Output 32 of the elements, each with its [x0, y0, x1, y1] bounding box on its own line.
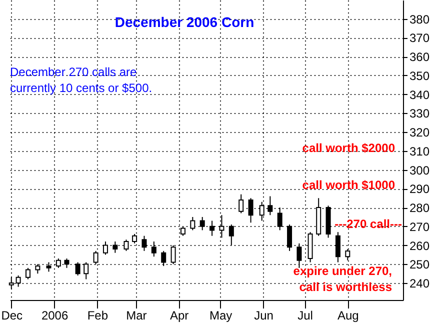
x-tick-label: Dec	[1, 308, 23, 322]
x-tick-label: May	[210, 308, 232, 322]
x-tick-label: Apr	[170, 308, 189, 322]
y-tick-label: 380	[410, 12, 430, 26]
x-tick-label: Mar	[126, 308, 147, 322]
y-tick-label: 290	[410, 182, 430, 196]
x-tick-label: Jul	[298, 308, 313, 322]
y-tick-label: 250	[410, 258, 430, 272]
annotation: ---270 call---	[334, 217, 402, 231]
y-tick-label: 340	[410, 88, 430, 102]
x-tick-label: Jun	[254, 308, 274, 322]
y-tick-label: 360	[410, 50, 430, 64]
annotation: call worth $2000	[302, 141, 396, 155]
text: December 2006 Corn	[114, 14, 254, 30]
annotation: expire under 270, call is worthless	[293, 264, 392, 294]
y-tick-label: 320	[410, 126, 430, 140]
y-tick-label: 330	[410, 106, 430, 121]
candlestick	[238, 194, 244, 214]
x-tick-label: 2006	[41, 308, 68, 322]
annotation: call worth $1000	[302, 178, 396, 192]
y-tick-label: 300	[410, 163, 430, 178]
y-tick-label: 350	[410, 68, 430, 83]
y-tick-label: 240	[410, 276, 430, 291]
x-tick-label: Aug	[337, 308, 359, 322]
y-tick-label: 260	[410, 238, 430, 253]
candlestick	[25, 267, 30, 280]
y-tick-label: 310	[410, 144, 430, 158]
y-tick-label: 270	[410, 220, 430, 234]
annotation: December 270 calls are currently 10 cents or $500.	[10, 65, 152, 95]
x-tick-label: Feb	[87, 308, 108, 322]
y-tick-label: 280	[410, 201, 430, 216]
y-tick-label: 370	[410, 31, 430, 46]
